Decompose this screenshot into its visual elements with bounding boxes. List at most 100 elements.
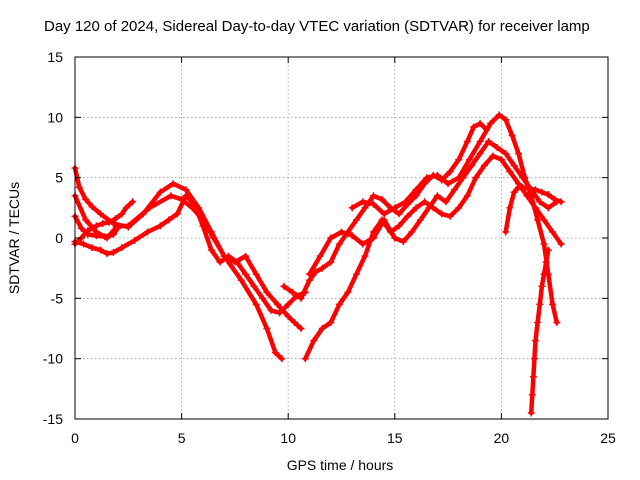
data-point <box>369 234 377 242</box>
data-point <box>361 204 369 212</box>
data-point <box>82 216 90 224</box>
y-tick-label: -5 <box>51 290 64 306</box>
data-point <box>118 210 126 218</box>
data-point <box>233 258 241 266</box>
data-point <box>391 204 399 212</box>
data-point <box>455 174 463 182</box>
y-tick-label: -15 <box>43 411 63 427</box>
data-point <box>433 171 441 179</box>
data-point <box>470 123 478 131</box>
data-point <box>199 222 207 230</box>
data-point <box>549 228 557 236</box>
series-line <box>307 139 560 277</box>
data-point <box>250 282 258 290</box>
data-point <box>361 252 369 260</box>
data-point <box>335 240 343 248</box>
data-point <box>463 137 471 145</box>
y-tick-label: 15 <box>47 49 63 65</box>
data-point <box>348 204 356 212</box>
data-point <box>242 270 250 278</box>
data-point <box>549 300 557 308</box>
data-point <box>557 240 565 248</box>
data-point <box>404 212 412 220</box>
data-point <box>408 228 416 236</box>
data-point <box>532 337 540 345</box>
data-point <box>284 312 292 320</box>
data-point <box>99 220 107 228</box>
series-layer <box>71 111 565 417</box>
data-point <box>476 150 484 158</box>
data-point <box>506 168 514 176</box>
data-point <box>327 258 335 266</box>
data-point <box>103 250 111 258</box>
data-point <box>542 258 550 266</box>
data-series-satellite-10 <box>502 183 565 236</box>
data-point <box>378 195 386 203</box>
data-point <box>544 191 552 199</box>
data-point <box>525 185 533 193</box>
data-point <box>514 150 522 158</box>
data-point <box>527 409 535 417</box>
data-point <box>476 137 484 145</box>
data-point <box>105 218 113 226</box>
data-point <box>485 137 493 145</box>
data-point <box>316 252 324 260</box>
data-point <box>301 355 309 363</box>
x-tick-label: 15 <box>387 430 403 446</box>
data-point <box>465 156 473 164</box>
data-point <box>84 230 92 238</box>
data-point <box>263 288 271 296</box>
data-point <box>536 198 544 206</box>
data-point <box>207 246 215 254</box>
data-point <box>291 318 299 326</box>
chart-title: Day 120 of 2024, Sidereal Day-to-day VTE… <box>44 18 590 35</box>
data-point <box>310 337 318 345</box>
data-point <box>544 204 552 212</box>
data-point <box>327 318 335 326</box>
data-point <box>352 216 360 224</box>
data-point <box>529 373 537 381</box>
data-series-satellite-9 <box>348 111 561 326</box>
data-point <box>278 355 286 363</box>
data-point <box>156 222 164 230</box>
data-point <box>438 210 446 218</box>
data-point <box>423 174 431 182</box>
data-point <box>395 210 403 218</box>
x-tick-label: 20 <box>494 430 510 446</box>
data-point <box>167 192 175 200</box>
data-point <box>495 111 503 119</box>
data-point <box>92 232 100 240</box>
data-point <box>318 264 326 272</box>
data-point <box>480 162 488 170</box>
data-point <box>444 180 452 188</box>
data-point <box>412 186 420 194</box>
data-point <box>263 325 271 332</box>
data-point <box>540 240 548 248</box>
data-point <box>527 192 535 200</box>
data-point <box>538 282 546 290</box>
data-point <box>446 212 454 220</box>
data-point <box>280 282 288 290</box>
y-tick-label: 10 <box>47 109 63 125</box>
data-point <box>544 246 552 254</box>
data-point <box>173 210 181 218</box>
data-point <box>335 300 343 308</box>
data-point <box>252 270 260 278</box>
x-tick-label: 10 <box>280 430 296 446</box>
data-point <box>380 210 388 218</box>
data-point <box>306 276 314 284</box>
data-point <box>352 270 360 278</box>
data-point <box>497 156 505 164</box>
data-point <box>421 198 429 206</box>
data-point <box>489 152 497 160</box>
data-point <box>510 188 518 196</box>
data-point <box>369 200 377 208</box>
data-point <box>190 200 198 208</box>
data-point <box>412 204 420 212</box>
data-point <box>463 192 471 200</box>
data-series-satellite-8 <box>306 137 561 278</box>
data-point <box>169 180 177 188</box>
data-point <box>143 228 151 236</box>
data-series-satellite-5 <box>71 212 122 241</box>
data-point <box>344 288 352 296</box>
